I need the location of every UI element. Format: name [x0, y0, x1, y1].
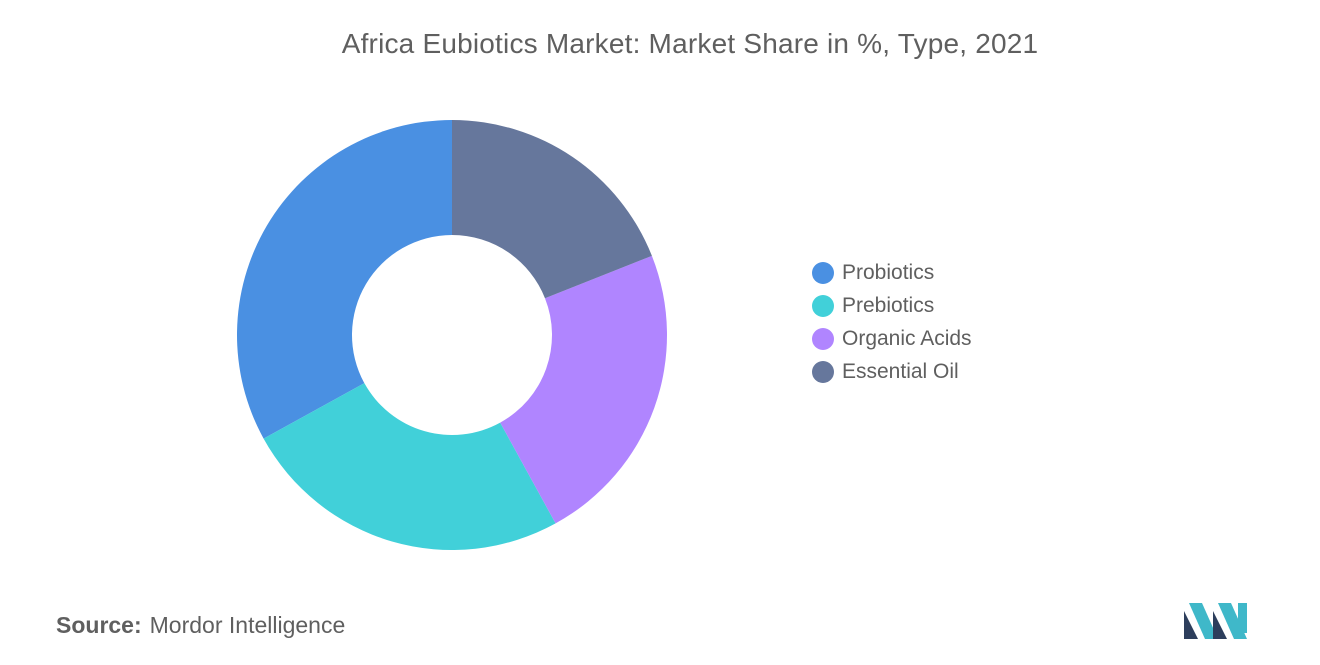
legend-swatch-essential-oil — [812, 360, 834, 383]
source-value: Mordor Intelligence — [149, 612, 346, 638]
logo-shape — [1189, 603, 1218, 639]
legend-item-essential-oil: Essential Oil — [812, 355, 972, 388]
source-note: Source: Mordor Intelligence — [56, 612, 345, 639]
legend-label-organic-acids: Organic Acids — [842, 326, 972, 350]
donut-slice-probiotics — [237, 120, 452, 439]
logo-shape — [1184, 611, 1198, 639]
logo-shape — [1213, 611, 1227, 639]
source-label: Source: — [56, 612, 142, 638]
mordor-intelligence-logo-icon — [1184, 603, 1247, 639]
legend-item-organic-acids: Organic Acids — [812, 322, 972, 355]
chart-legend: Probiotics Prebiotics Organic Acids Esse… — [812, 256, 972, 388]
legend-label-prebiotics: Prebiotics — [842, 293, 935, 317]
donut-slice-organic-acids — [500, 255, 667, 524]
logo-shape — [1238, 603, 1247, 633]
donut-slice-essential-oil — [452, 120, 652, 299]
chart-title: Africa Eubiotics Market: Market Share in… — [341, 28, 1039, 59]
legend-swatch-probiotics — [812, 261, 834, 284]
legend-label-essential-oil: Essential Oil — [842, 359, 959, 383]
legend-item-prebiotics: Prebiotics — [812, 289, 972, 322]
donut-slice-prebiotics — [263, 383, 556, 551]
legend-swatch-prebiotics — [812, 294, 834, 317]
legend-label-probiotics: Probiotics — [842, 260, 935, 284]
legend-swatch-organic-acids — [812, 327, 834, 350]
legend-item-probiotics: Probiotics — [812, 256, 972, 289]
donut-slices — [237, 120, 667, 551]
